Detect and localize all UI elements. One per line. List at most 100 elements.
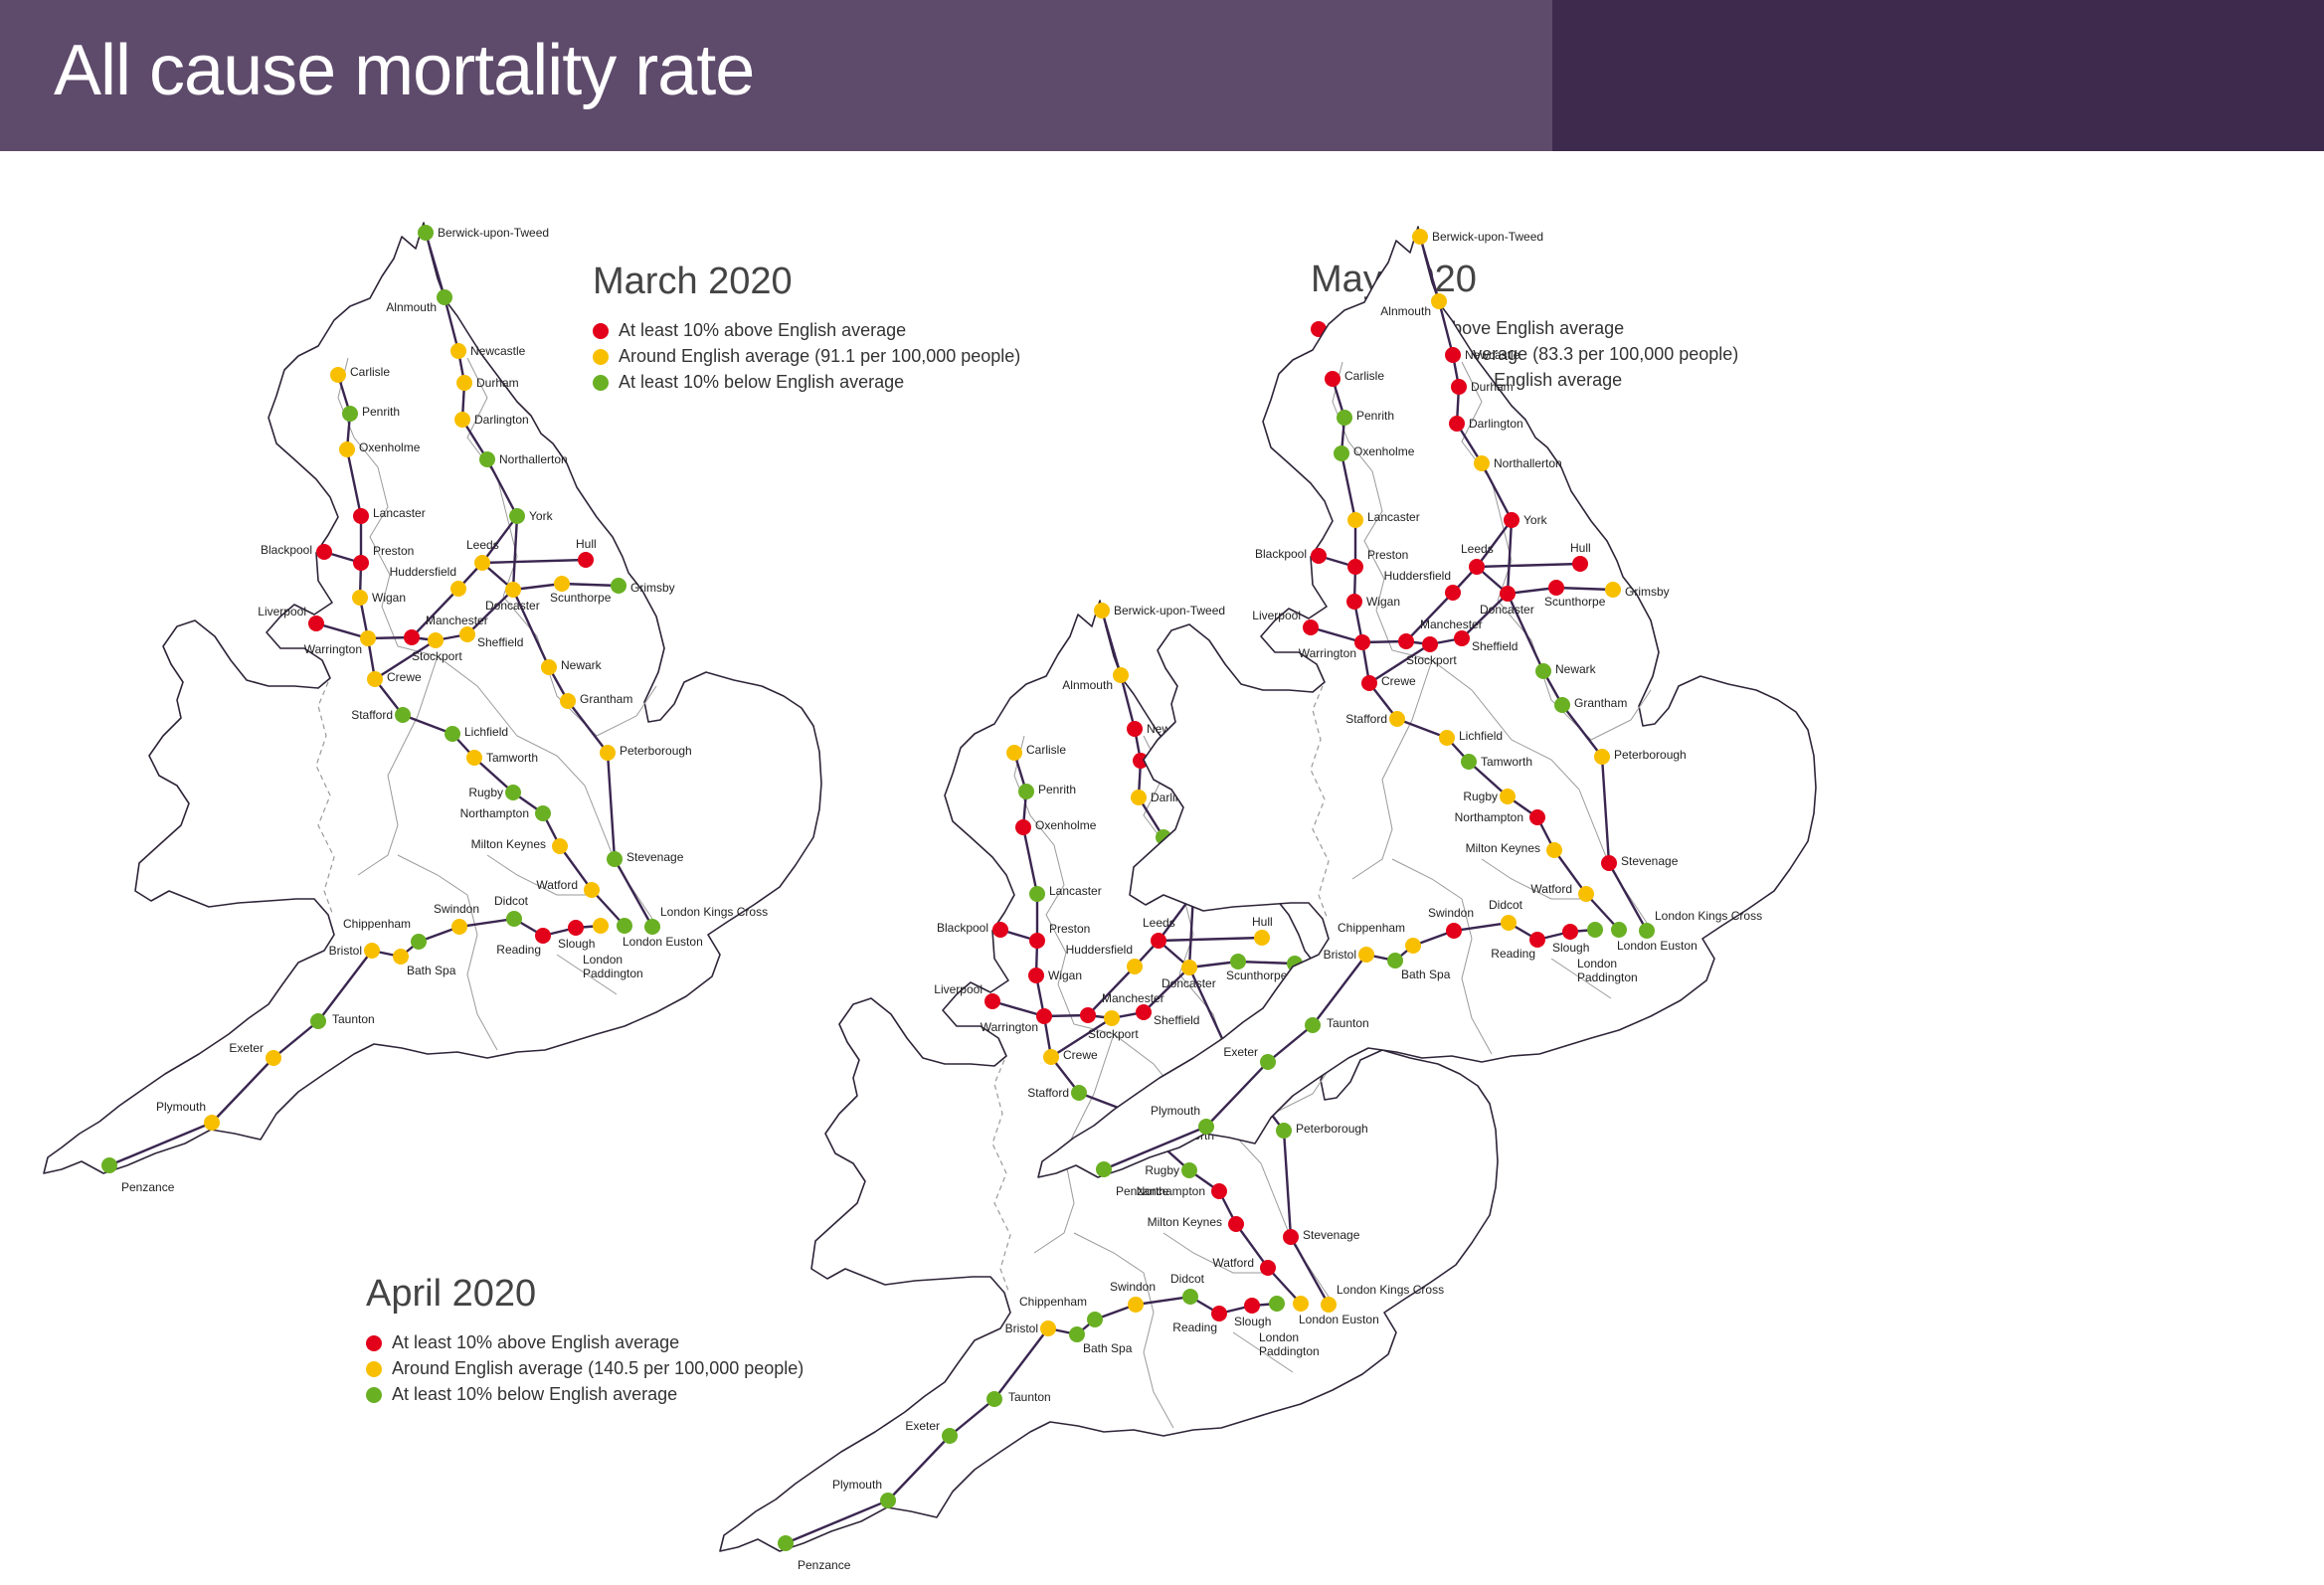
station-dot bbox=[1006, 745, 1022, 761]
station-crewe: Crewe bbox=[1043, 1048, 1098, 1065]
station-label: Scunthorpe bbox=[550, 591, 612, 605]
station-grantham: Grantham bbox=[1554, 696, 1627, 713]
station-bath-spa: Bath Spa bbox=[1069, 1326, 1133, 1355]
region-border bbox=[1481, 858, 1581, 900]
station-label: Liverpool bbox=[258, 605, 306, 618]
region-border bbox=[1550, 958, 1612, 999]
station-dot bbox=[535, 928, 551, 944]
station-label: Slough bbox=[1234, 1315, 1271, 1328]
station-dot bbox=[600, 745, 616, 761]
station-label: Taunton bbox=[1008, 1390, 1051, 1404]
station-label: Warrington bbox=[304, 642, 362, 656]
station-dot bbox=[611, 578, 626, 594]
station-dot bbox=[1029, 886, 1045, 902]
station-label: Grantham bbox=[1574, 696, 1627, 710]
station-label: Hull bbox=[576, 537, 597, 551]
station-label: Darlington bbox=[1469, 417, 1523, 431]
station-doncaster: Doncaster bbox=[485, 582, 540, 613]
legend-title: April 2020 bbox=[366, 1273, 537, 1315]
station-dot bbox=[1181, 1162, 1197, 1178]
station-dot bbox=[474, 555, 490, 571]
station-dot bbox=[644, 919, 660, 935]
station-northampton: Northampton bbox=[1455, 809, 1545, 825]
station-label: Sheffield bbox=[477, 635, 523, 649]
station-dot bbox=[479, 451, 495, 467]
station-label: York bbox=[529, 509, 554, 523]
station-newcastle: Newcastle bbox=[1445, 347, 1520, 363]
station-newark: Newark bbox=[1535, 662, 1597, 679]
station-label: Manchester bbox=[426, 614, 488, 627]
station-label: Reading bbox=[496, 943, 541, 957]
station-tamworth: Tamworth bbox=[1461, 754, 1532, 770]
station-dot bbox=[1474, 455, 1490, 471]
station-dot bbox=[1431, 293, 1447, 309]
station-dot bbox=[1244, 1298, 1260, 1314]
station-dot bbox=[1451, 379, 1467, 395]
station-dot bbox=[1412, 229, 1428, 245]
region-border bbox=[1461, 938, 1493, 1055]
station-label: Durham bbox=[476, 376, 519, 390]
station-dot bbox=[593, 918, 609, 934]
station-dot bbox=[437, 289, 452, 305]
station-bristol: Bristol bbox=[1005, 1321, 1056, 1336]
station-label: Berwick-upon-Tweed bbox=[1114, 604, 1225, 617]
station-stevenage: Stevenage bbox=[1283, 1228, 1360, 1245]
station-exeter: Exeter bbox=[1223, 1045, 1276, 1070]
station-oxenholme: Oxenholme bbox=[1015, 818, 1097, 835]
station-label: Penrith bbox=[362, 405, 400, 419]
station-dot bbox=[607, 851, 623, 867]
legend-item-above: At least 10% above English average bbox=[366, 1329, 804, 1355]
station-penzance: Penzance bbox=[778, 1535, 851, 1572]
region-border bbox=[556, 954, 618, 995]
legend-item-around: Around English average (91.1 per 100,000… bbox=[593, 343, 1020, 369]
station-dot bbox=[1387, 953, 1403, 969]
station-northallerton: Northallerton bbox=[479, 451, 568, 467]
station-label: Penzance bbox=[121, 1180, 175, 1194]
station-label: Grimsby bbox=[1625, 585, 1670, 599]
station-swindon: Swindon bbox=[1110, 1280, 1156, 1313]
station-dot bbox=[1293, 1296, 1309, 1312]
station-exeter: Exeter bbox=[905, 1419, 958, 1444]
station-stockport: Stockport bbox=[412, 632, 462, 663]
station-london-euston: London Euston bbox=[1293, 1296, 1379, 1326]
station-dot bbox=[1439, 730, 1455, 746]
rail-route bbox=[481, 558, 587, 565]
region-border bbox=[1351, 659, 1433, 880]
station-manchester: Manchester bbox=[404, 614, 488, 645]
station-grantham: Grantham bbox=[560, 692, 632, 709]
station-berwick-upon-tweed: Berwick-upon-Tweed bbox=[418, 225, 549, 241]
station-dot bbox=[1260, 1054, 1276, 1070]
station-label: Stockport bbox=[412, 649, 462, 663]
station-dot bbox=[1198, 1119, 1214, 1135]
station-dot bbox=[1303, 619, 1319, 635]
station-label: Doncaster bbox=[485, 599, 540, 613]
station-dot bbox=[352, 590, 368, 606]
station-carlisle: Carlisle bbox=[330, 365, 390, 383]
station-dot bbox=[1594, 749, 1610, 765]
station-label: London Kings Cross bbox=[660, 905, 768, 919]
station-label: Exeter bbox=[905, 1419, 940, 1433]
station-dot bbox=[1572, 556, 1588, 572]
station-dot bbox=[1546, 842, 1562, 858]
station-sheffield: Sheffield bbox=[1454, 630, 1518, 653]
station-dot bbox=[1334, 445, 1349, 461]
station-label: Durham bbox=[1471, 380, 1514, 394]
station-label: London bbox=[583, 953, 623, 967]
station-label: Bristol bbox=[1324, 948, 1356, 962]
station-dot bbox=[1096, 1161, 1112, 1177]
station-dot bbox=[1230, 954, 1246, 969]
station-stockport: Stockport bbox=[1088, 1010, 1139, 1041]
station-scunthorpe: Scunthorpe bbox=[550, 576, 612, 605]
station-label: Hull bbox=[1570, 541, 1591, 555]
station-lichfield: Lichfield bbox=[445, 725, 508, 742]
station-dot bbox=[1587, 922, 1603, 938]
station-dot bbox=[404, 629, 420, 645]
station-dot bbox=[1260, 1260, 1276, 1276]
station-penzance: Penzance bbox=[1096, 1161, 1169, 1198]
station-label: Darlington bbox=[474, 413, 529, 427]
station-dot bbox=[316, 544, 332, 560]
station-dot bbox=[1449, 416, 1465, 432]
station-dot bbox=[1036, 1008, 1052, 1024]
